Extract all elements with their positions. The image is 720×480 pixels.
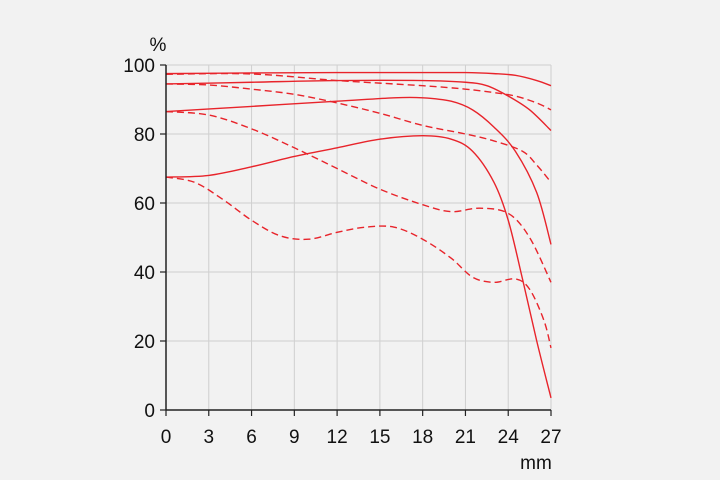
series-line-5-dashed xyxy=(165,110,552,283)
x-tick-label: 12 xyxy=(327,427,348,448)
y-tick-label: 40 xyxy=(134,263,155,284)
y-tick-label: 80 xyxy=(134,125,155,146)
y-tick-labels: 0 20 40 60 80 100 xyxy=(123,56,155,422)
x-tick-label: 21 xyxy=(455,427,476,448)
y-tick-label: 20 xyxy=(134,332,155,353)
series-line-0-solid xyxy=(165,71,552,87)
y-tick-label: 100 xyxy=(123,56,155,77)
x-tick-label: 0 xyxy=(161,427,172,448)
x-tick-label: 3 xyxy=(203,427,214,448)
x-tick-label: 24 xyxy=(498,427,520,448)
x-tick-label: 15 xyxy=(369,427,390,448)
series-line-3-dashed xyxy=(165,83,552,183)
x-tick-label: 6 xyxy=(246,427,257,448)
x-tick-label: 27 xyxy=(540,427,561,448)
y-axis-unit-label: % xyxy=(150,35,167,56)
axes xyxy=(160,64,552,416)
series-line-4-solid xyxy=(165,96,552,245)
y-tick-label: 0 xyxy=(144,401,155,422)
x-tick-label: 18 xyxy=(412,427,433,448)
series-line-6-solid xyxy=(165,135,552,399)
x-tick-label: 9 xyxy=(289,427,300,448)
x-axis-unit-label: mm xyxy=(520,453,552,474)
grid-lines xyxy=(165,64,552,411)
series-line-2-solid xyxy=(165,79,552,132)
series-lines xyxy=(165,71,552,399)
x-tick-labels: 0 3 6 9 12 15 18 21 24 27 xyxy=(161,427,562,448)
series-line-1-dashed xyxy=(165,72,552,111)
y-tick-label: 60 xyxy=(134,194,155,215)
series-line-7-dashed xyxy=(165,176,552,349)
